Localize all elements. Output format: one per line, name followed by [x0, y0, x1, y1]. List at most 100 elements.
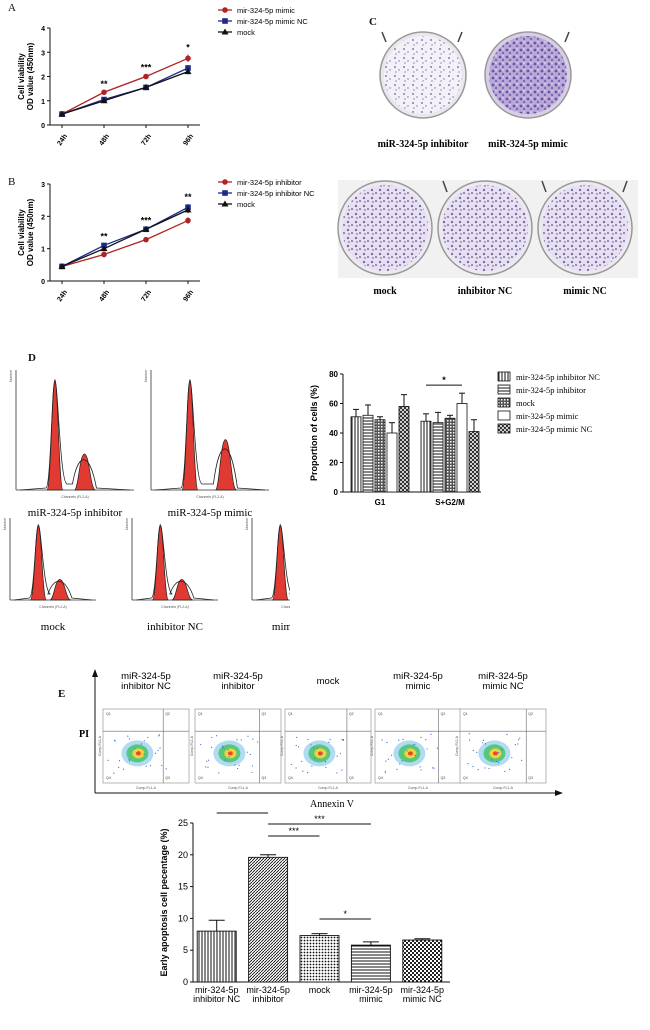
- event-dot: [396, 768, 398, 770]
- series-line: [61, 57, 189, 115]
- flow-label: inhibitor: [221, 681, 254, 692]
- histogram-y-label: Number: [9, 369, 13, 382]
- bar: [456, 403, 468, 493]
- bar: [386, 432, 398, 493]
- event-dot: [224, 759, 226, 761]
- y-tick-label: 2: [41, 214, 45, 221]
- y-tick-label: 0: [41, 279, 45, 286]
- g2-peak: [171, 579, 194, 601]
- x-tick-label: 72h: [140, 289, 153, 303]
- event-dot: [307, 738, 309, 741]
- y-tick-label: 1: [41, 99, 45, 106]
- event-dot: [127, 735, 129, 737]
- histogram-plot-2: Channels (FL2-A) Number: [144, 369, 269, 499]
- event-dot: [113, 739, 116, 741]
- panel-letter-a: A: [8, 2, 16, 14]
- flow-label: mimic: [406, 681, 431, 692]
- flow-plot-2: Q1 Q2 Q4 Q3 Comp-FL1-A Comp-FL2-A: [190, 708, 282, 790]
- event-dot: [467, 763, 469, 765]
- x-tick-label: mimic: [359, 994, 383, 1004]
- colony-formation-panel: miR-324-5p inhibitor miR-324-5p mimic mo…: [337, 31, 638, 297]
- legend-swatch: [497, 423, 511, 434]
- panel-letter-b: B: [8, 176, 16, 188]
- event-dot: [238, 764, 240, 766]
- legend-marker: [222, 7, 228, 13]
- event-dot: [134, 748, 136, 750]
- event-dot: [521, 759, 523, 761]
- legend-label: mir-324-5p mimic: [516, 411, 579, 421]
- bar: [420, 420, 432, 493]
- data-point: [185, 65, 191, 71]
- significance-label: *: [442, 375, 446, 385]
- event-dot: [128, 738, 130, 740]
- event-dot: [159, 747, 161, 749]
- event-dot: [314, 757, 316, 760]
- density-core: [492, 751, 498, 756]
- event-dot: [143, 740, 145, 742]
- significance-label: *: [241, 810, 245, 813]
- event-dot: [398, 739, 400, 741]
- g1-peak: [30, 524, 47, 601]
- legend-label: mock: [237, 200, 255, 209]
- event-dot: [122, 768, 125, 770]
- y-tick-label: 5: [183, 945, 188, 955]
- quadrant-label: Q3: [441, 776, 446, 780]
- x-tick-label: mir-324-5p: [246, 985, 290, 995]
- quadrant-label: Q4: [463, 776, 468, 780]
- event-dot: [484, 743, 487, 745]
- event-dot: [514, 743, 516, 746]
- event-dot: [482, 739, 485, 741]
- series-line: [61, 219, 189, 268]
- event-dot: [237, 767, 239, 770]
- event-dot: [384, 770, 386, 772]
- event-dot: [295, 767, 297, 769]
- y-axis-label: PI: [79, 729, 89, 740]
- histogram-x-label: Channels (FL2-A): [39, 605, 67, 609]
- quadrant-label: Q2: [262, 712, 267, 716]
- plate-inhibitor: [379, 31, 467, 119]
- event-dot: [158, 734, 161, 736]
- colony-label-mimic: miR-324-5p mimic: [488, 139, 568, 150]
- y-tick-label: 20: [329, 459, 338, 468]
- event-dot: [420, 769, 422, 771]
- event-dot: [118, 766, 120, 768]
- event-dot: [228, 756, 230, 758]
- data-point: [142, 83, 150, 90]
- legend-marker: [221, 200, 229, 207]
- y-tick-label: 0: [183, 977, 188, 987]
- event-dot: [472, 765, 474, 768]
- bar: [248, 856, 289, 983]
- y-axis-label-line1: Cell viability: [17, 53, 26, 100]
- histogram-plot-3: Channels (FL2-A) Number: [3, 517, 96, 609]
- histogram-label: inhibitor NC: [147, 621, 203, 633]
- quadrant-label: Q1: [106, 712, 111, 716]
- y-tick-label: 60: [329, 400, 338, 409]
- data-point: [58, 262, 66, 269]
- flow-label: miR-324-5p: [213, 671, 263, 682]
- significance-label: ***: [314, 814, 325, 824]
- flow-label: miR-324-5p: [121, 671, 171, 682]
- event-dot: [240, 739, 242, 741]
- plate-inhibitor-nc: [437, 180, 533, 276]
- y-tick-label: 20: [178, 850, 188, 860]
- significance-label: ***: [289, 826, 300, 836]
- plate-mimic-nc: [537, 180, 633, 276]
- x-tick-label: 48h: [98, 133, 111, 147]
- data-point: [142, 225, 150, 232]
- event-dot: [215, 735, 218, 737]
- event-dot: [165, 768, 167, 770]
- y-tick-label: 4: [41, 26, 45, 33]
- event-dot: [210, 746, 213, 749]
- quadrant-label: Q3: [349, 776, 354, 780]
- event-dot: [301, 760, 303, 762]
- x-tick-label: G1: [375, 498, 386, 507]
- event-dot: [412, 744, 415, 746]
- legend-label: mir-324-5p inhibitor: [237, 178, 302, 187]
- event-dot: [319, 754, 321, 756]
- x-tick-label: mock: [309, 985, 331, 995]
- data-point: [101, 251, 107, 258]
- x-tick-label: 48h: [98, 289, 111, 303]
- y-tick-label: 2: [41, 75, 45, 82]
